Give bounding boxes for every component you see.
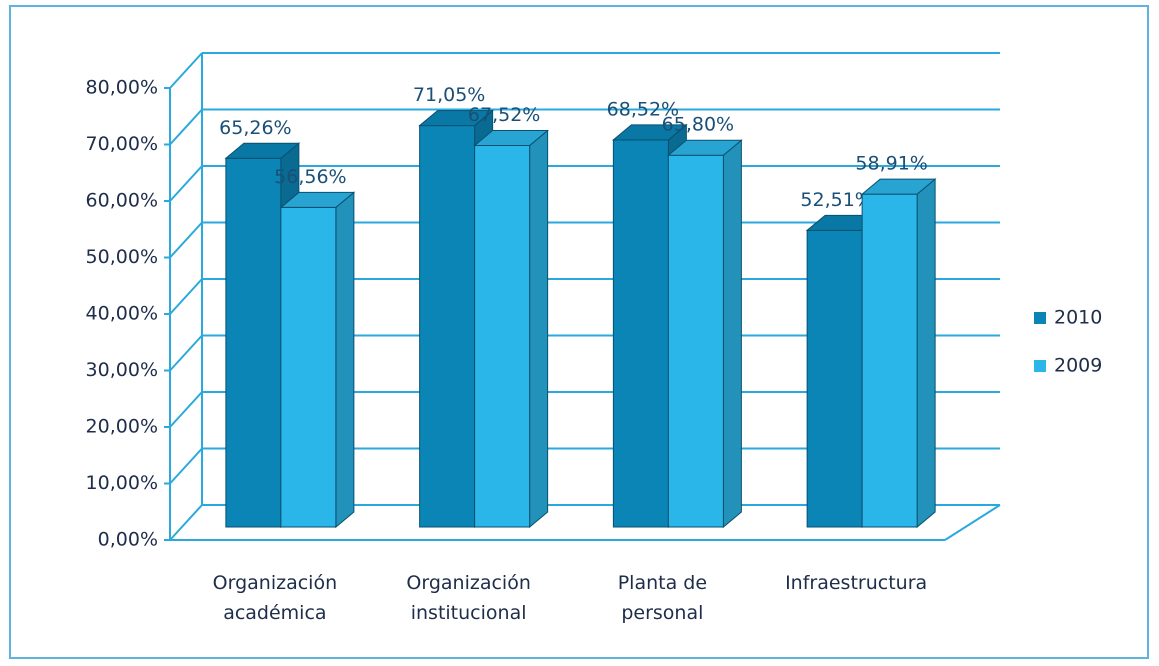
bar-top bbox=[418, 110, 495, 127]
y-tick-label: 20,00% bbox=[86, 416, 158, 438]
grid-line-side bbox=[169, 391, 203, 428]
y-tick-label: 10,00% bbox=[86, 472, 158, 494]
bar bbox=[667, 154, 724, 528]
grid-line-side bbox=[169, 52, 203, 89]
grid-line-side bbox=[169, 504, 203, 541]
grid-line-side bbox=[169, 278, 203, 315]
axis-line bbox=[944, 504, 1001, 541]
bar-top bbox=[860, 178, 937, 195]
x-tick-label: Planta de personal bbox=[617, 572, 708, 624]
data-label: 67,52% bbox=[468, 104, 540, 126]
y-tick-label: 30,00% bbox=[86, 359, 158, 381]
legend-swatch bbox=[1034, 360, 1046, 372]
bar-side bbox=[916, 178, 936, 529]
bar bbox=[280, 206, 337, 528]
data-label: 71,05% bbox=[413, 84, 485, 106]
y-tick-label: 50,00% bbox=[86, 246, 158, 268]
y-tick-label: 0,00% bbox=[98, 529, 158, 551]
grid-line-side bbox=[169, 165, 203, 202]
grid-line-side bbox=[169, 447, 203, 485]
data-label: 65,80% bbox=[662, 114, 734, 136]
data-label: 58,91% bbox=[855, 153, 927, 175]
bar-top bbox=[473, 130, 550, 147]
y-tick-label: 40,00% bbox=[86, 303, 158, 325]
bar-top bbox=[611, 124, 688, 141]
x-tick-label: Organización académica bbox=[212, 572, 338, 624]
bar bbox=[861, 193, 918, 528]
bar bbox=[806, 229, 863, 528]
bar-top bbox=[279, 191, 356, 208]
chart-border bbox=[9, 5, 1149, 659]
y-tick-label: 80,00% bbox=[86, 77, 158, 99]
legend-swatch bbox=[1034, 312, 1046, 324]
y-tick-label: 60,00% bbox=[86, 190, 158, 212]
data-label: 52,51% bbox=[800, 189, 872, 211]
data-label: 68,52% bbox=[607, 98, 679, 120]
bar-side bbox=[335, 191, 355, 529]
data-label: 65,26% bbox=[219, 117, 291, 139]
bar-top bbox=[224, 142, 301, 159]
x-tick-label: Organización institucional bbox=[406, 572, 531, 624]
grid-line-side bbox=[169, 334, 203, 372]
bar-side bbox=[529, 129, 549, 529]
data-label: 56,56% bbox=[274, 166, 346, 188]
bar-side bbox=[722, 139, 742, 529]
grid-line-side bbox=[169, 108, 203, 146]
bar bbox=[419, 125, 476, 528]
bar bbox=[474, 145, 531, 528]
bar bbox=[612, 139, 669, 528]
bar bbox=[225, 157, 282, 528]
bar-top bbox=[666, 139, 743, 156]
legend-label: 2009 bbox=[1054, 355, 1102, 377]
x-tick-label: Infraestructura bbox=[785, 572, 928, 594]
grid-line-side bbox=[169, 221, 203, 259]
legend-label: 2010 bbox=[1054, 307, 1102, 329]
y-tick-label: 70,00% bbox=[86, 133, 158, 155]
